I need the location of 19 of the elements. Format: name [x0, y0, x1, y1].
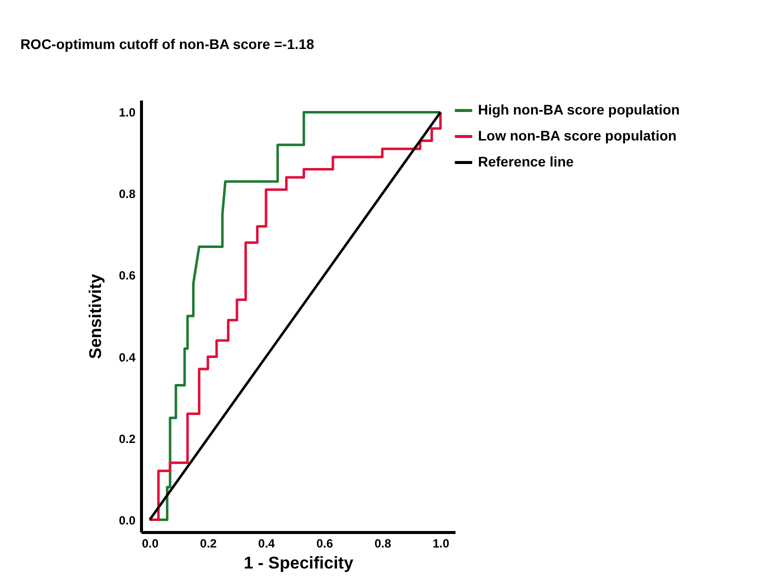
y-tick-label: 0.4: [118, 350, 136, 364]
x-tick-label: 0.6: [316, 536, 334, 550]
x-tick-label: 0.8: [374, 536, 392, 550]
y-tick-label: 0.8: [118, 187, 136, 202]
legend-label: High non-BA score population: [478, 102, 680, 118]
x-tick-label: 1.0: [432, 536, 450, 550]
y-axis-title: Sensitivity: [86, 273, 105, 360]
y-tick-label: 0.0: [118, 513, 136, 528]
line-series: [148, 110, 442, 522]
legend-label: Reference line: [478, 154, 574, 170]
x-tick-label: 0.0: [142, 536, 159, 550]
y-tick-label: 0.6: [118, 268, 136, 283]
x-tick-label: 0.2: [200, 536, 218, 550]
x-axis-title: 1 - Specificity: [244, 554, 354, 572]
y-tick-label: 1.0: [118, 106, 136, 120]
y-tick-label: 0.2: [118, 432, 136, 446]
x-tick-label: 0.4: [258, 536, 276, 550]
legend-label: Low non-BA score population: [478, 128, 677, 144]
chart-title: ROC-optimum cutoff of non-BA score =-1.18: [20, 36, 314, 52]
